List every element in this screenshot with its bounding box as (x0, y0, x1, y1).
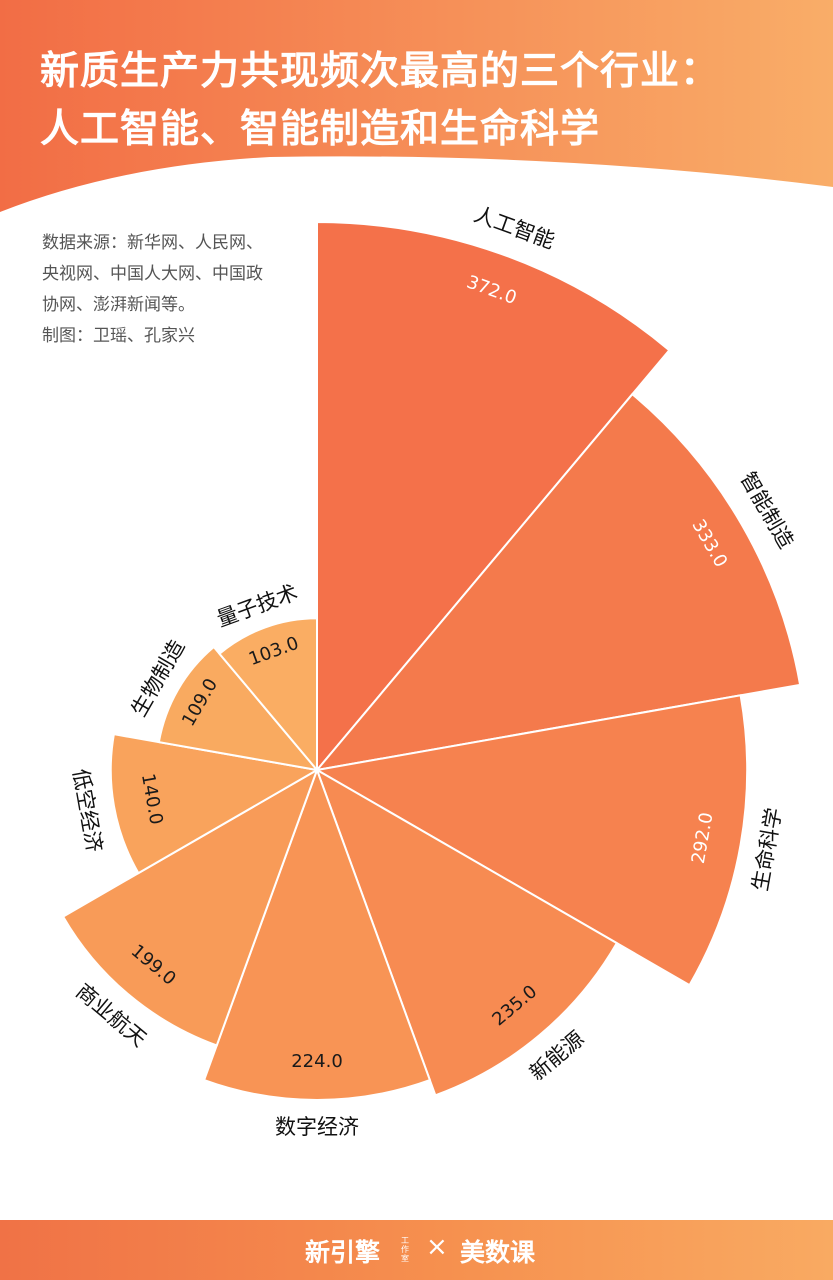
rose-slice-commercial-aerospace (61, 767, 319, 1047)
category-label-low-altitude-economy: 低空经济 (68, 767, 106, 854)
rose-slice-bio-manufacturing (157, 645, 320, 772)
rose-chart: 人工智能372.0智能制造333.0生命科学292.0新能源235.0数字经济2… (61, 202, 802, 1139)
footer-bar: 新引擎 工作室 × 美数课 (0, 1220, 833, 1280)
rose-slice-ai (316, 220, 671, 773)
rose-slice-quantum-tech (218, 617, 318, 773)
footer-logo-xinyinqing: 新引擎 (305, 1238, 381, 1267)
value-label-digital-economy: 224.0 (291, 1051, 343, 1072)
source-note-sources: 数据来源：新华网、人民网、央视网、中国人大网、中国政协网、澎湃新闻等。 (42, 233, 263, 315)
rose-slice-digital-economy (202, 767, 432, 1101)
page-title-line-2: 人工智能、智能制造和生命科学 (40, 107, 601, 152)
footer-logo-meishuke: 美数课 (460, 1238, 536, 1267)
category-label-digital-economy: 数字经济 (275, 1115, 359, 1139)
source-note-credits: 制图：卫瑶、孔家兴 (42, 326, 195, 346)
footer-separator-icon: × (426, 1232, 448, 1262)
category-label-ai: 人工智能 (471, 202, 558, 253)
header-background (0, 0, 833, 212)
rose-slice-new-energy (315, 767, 619, 1097)
page-title-line-1: 新质生产力共现频次最高的三个行业： (40, 49, 721, 94)
category-label-life-science: 生命科学 (748, 806, 786, 893)
rose-slice-smart-manufacturing (314, 392, 802, 772)
rose-slice-life-science (314, 694, 749, 987)
rose-slice-low-altitude-economy (109, 733, 320, 875)
source-note: 数据来源：新华网、人民网、央视网、中国人大网、中国政协网、澎湃新闻等。 制图：卫… (42, 228, 267, 352)
footer-logo-sub: 工作室 (401, 1236, 409, 1263)
